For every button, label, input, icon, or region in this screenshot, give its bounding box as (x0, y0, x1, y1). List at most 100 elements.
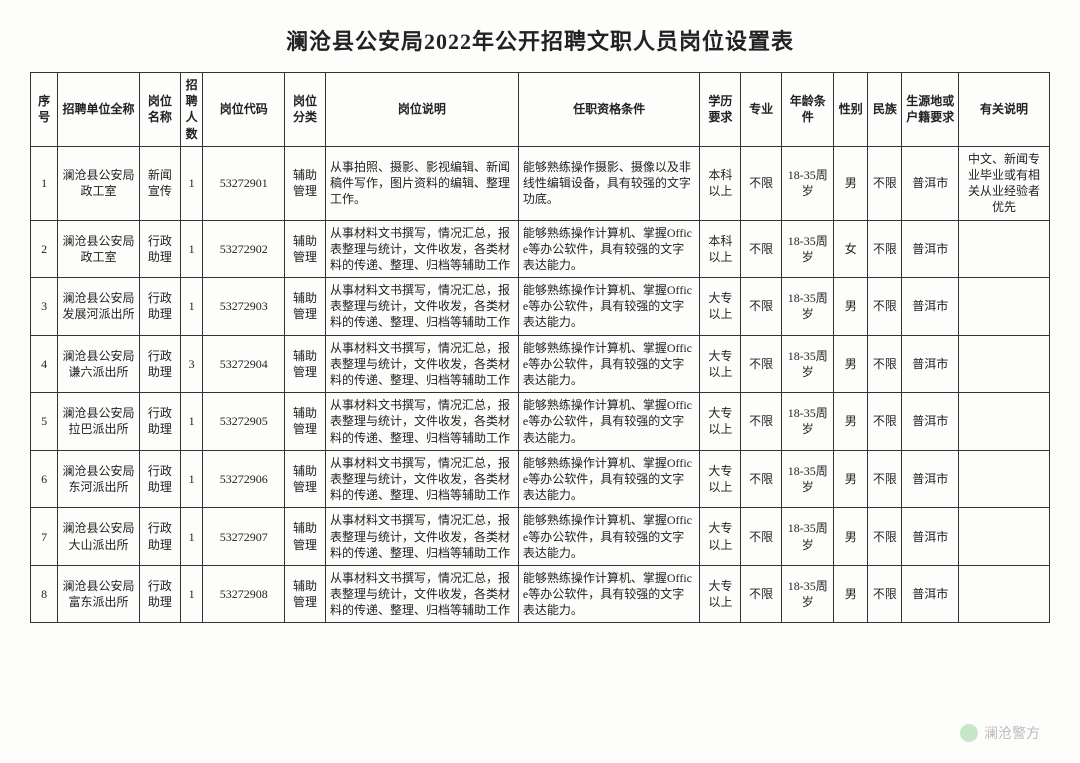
cell-cat: 辅助管理 (285, 565, 326, 623)
watermark-icon (960, 724, 978, 742)
cell-desc: 从事材料文书撰写，情况汇总，报表整理与统计，文件收发，各类材料的传递、整理、归档… (325, 278, 518, 336)
cell-pos: 新闻宣传 (139, 146, 180, 220)
cell-major: 不限 (741, 450, 782, 508)
cell-age: 18-35周岁 (782, 450, 834, 508)
cell-code: 53272905 (203, 393, 285, 451)
cell-orig: 普洱市 (902, 508, 959, 566)
cell-major: 不限 (741, 278, 782, 336)
col-edu: 学历要求 (700, 73, 741, 147)
cell-desc: 从事材料文书撰写，情况汇总，报表整理与统计，文件收发，各类材料的传递、整理、归档… (325, 220, 518, 278)
cell-cat: 辅助管理 (285, 450, 326, 508)
cell-age: 18-35周岁 (782, 335, 834, 393)
positions-table: 序号 招聘单位全称 岗位名称 招聘人数 岗位代码 岗位分类 岗位说明 任职资格条… (30, 72, 1050, 623)
cell-count: 1 (180, 393, 203, 451)
col-seq: 序号 (31, 73, 58, 147)
cell-unit: 澜沧县公安局谦六派出所 (58, 335, 140, 393)
cell-ethn: 不限 (868, 335, 902, 393)
cell-note (959, 220, 1050, 278)
cell-count: 1 (180, 220, 203, 278)
cell-major: 不限 (741, 220, 782, 278)
cell-gender: 男 (834, 146, 868, 220)
table-body: 1澜沧县公安局政工室新闻宣传153272901辅助管理从事拍照、摄影、影视编辑、… (31, 146, 1050, 623)
cell-gender: 男 (834, 278, 868, 336)
cell-desc: 从事材料文书撰写，情况汇总，报表整理与统计，文件收发，各类材料的传递、整理、归档… (325, 565, 518, 623)
cell-age: 18-35周岁 (782, 220, 834, 278)
col-desc: 岗位说明 (325, 73, 518, 147)
cell-req: 能够熟练操作计算机、掌握Office等办公软件，具有较强的文字表达能力。 (518, 393, 700, 451)
table-row: 1澜沧县公安局政工室新闻宣传153272901辅助管理从事拍照、摄影、影视编辑、… (31, 146, 1050, 220)
cell-note (959, 278, 1050, 336)
cell-cat: 辅助管理 (285, 220, 326, 278)
col-major: 专业 (741, 73, 782, 147)
cell-note (959, 450, 1050, 508)
cell-ethn: 不限 (868, 565, 902, 623)
table-row: 5澜沧县公安局拉巴派出所行政助理153272905辅助管理从事材料文书撰写，情况… (31, 393, 1050, 451)
cell-seq: 3 (31, 278, 58, 336)
watermark: 澜沧警方 (960, 723, 1040, 743)
cell-major: 不限 (741, 146, 782, 220)
cell-code: 53272908 (203, 565, 285, 623)
cell-note (959, 393, 1050, 451)
cell-gender: 男 (834, 565, 868, 623)
cell-seq: 1 (31, 146, 58, 220)
cell-cat: 辅助管理 (285, 335, 326, 393)
cell-pos: 行政助理 (139, 278, 180, 336)
cell-age: 18-35周岁 (782, 508, 834, 566)
cell-orig: 普洱市 (902, 278, 959, 336)
cell-unit: 澜沧县公安局大山派出所 (58, 508, 140, 566)
table-row: 6澜沧县公安局东河派出所行政助理153272906辅助管理从事材料文书撰写，情况… (31, 450, 1050, 508)
cell-gender: 男 (834, 450, 868, 508)
cell-ethn: 不限 (868, 450, 902, 508)
page-title: 澜沧县公安局2022年公开招聘文职人员岗位设置表 (30, 24, 1050, 56)
cell-req: 能够熟练操作计算机、掌握Office等办公软件，具有较强的文字表达能力。 (518, 278, 700, 336)
table-header: 序号 招聘单位全称 岗位名称 招聘人数 岗位代码 岗位分类 岗位说明 任职资格条… (31, 73, 1050, 147)
cell-age: 18-35周岁 (782, 565, 834, 623)
cell-ethn: 不限 (868, 146, 902, 220)
cell-pos: 行政助理 (139, 508, 180, 566)
cell-pos: 行政助理 (139, 335, 180, 393)
cell-note (959, 508, 1050, 566)
cell-seq: 5 (31, 393, 58, 451)
cell-note (959, 565, 1050, 623)
cell-note: 中文、新闻专业毕业或有相关从业经验者优先 (959, 146, 1050, 220)
cell-req: 能够熟练操作计算机、掌握Office等办公软件，具有较强的文字表达能力。 (518, 450, 700, 508)
cell-gender: 男 (834, 393, 868, 451)
cell-age: 18-35周岁 (782, 278, 834, 336)
cell-code: 53272906 (203, 450, 285, 508)
cell-count: 3 (180, 335, 203, 393)
cell-orig: 普洱市 (902, 335, 959, 393)
col-unit: 招聘单位全称 (58, 73, 140, 147)
cell-req: 能够熟练操作计算机、掌握Office等办公软件，具有较强的文字表达能力。 (518, 335, 700, 393)
cell-orig: 普洱市 (902, 450, 959, 508)
cell-unit: 澜沧县公安局富东派出所 (58, 565, 140, 623)
table-row: 4澜沧县公安局谦六派出所行政助理353272904辅助管理从事材料文书撰写，情况… (31, 335, 1050, 393)
col-note: 有关说明 (959, 73, 1050, 147)
cell-desc: 从事材料文书撰写，情况汇总，报表整理与统计，文件收发，各类材料的传递、整理、归档… (325, 335, 518, 393)
cell-gender: 女 (834, 220, 868, 278)
cell-pos: 行政助理 (139, 450, 180, 508)
cell-desc: 从事拍照、摄影、影视编辑、新闻稿件写作，图片资料的编辑、整理工作。 (325, 146, 518, 220)
cell-cat: 辅助管理 (285, 508, 326, 566)
cell-edu: 本科以上 (700, 146, 741, 220)
cell-count: 1 (180, 278, 203, 336)
cell-orig: 普洱市 (902, 393, 959, 451)
cell-cat: 辅助管理 (285, 146, 326, 220)
cell-req: 能够熟练操作摄影、摄像以及非线性编辑设备，具有较强的文字功底。 (518, 146, 700, 220)
cell-req: 能够熟练操作计算机、掌握Office等办公软件，具有较强的文字表达能力。 (518, 220, 700, 278)
cell-cat: 辅助管理 (285, 393, 326, 451)
cell-unit: 澜沧县公安局政工室 (58, 146, 140, 220)
cell-gender: 男 (834, 508, 868, 566)
cell-pos: 行政助理 (139, 220, 180, 278)
table-row: 2澜沧县公安局政工室行政助理153272902辅助管理从事材料文书撰写，情况汇总… (31, 220, 1050, 278)
cell-desc: 从事材料文书撰写，情况汇总，报表整理与统计，文件收发，各类材料的传递、整理、归档… (325, 393, 518, 451)
col-code: 岗位代码 (203, 73, 285, 147)
col-req: 任职资格条件 (518, 73, 700, 147)
cell-ethn: 不限 (868, 508, 902, 566)
cell-major: 不限 (741, 508, 782, 566)
cell-desc: 从事材料文书撰写，情况汇总，报表整理与统计，文件收发，各类材料的传递、整理、归档… (325, 508, 518, 566)
cell-seq: 7 (31, 508, 58, 566)
cell-unit: 澜沧县公安局拉巴派出所 (58, 393, 140, 451)
table-row: 3澜沧县公安局发展河派出所行政助理153272903辅助管理从事材料文书撰写，情… (31, 278, 1050, 336)
cell-edu: 大专以上 (700, 335, 741, 393)
cell-seq: 2 (31, 220, 58, 278)
